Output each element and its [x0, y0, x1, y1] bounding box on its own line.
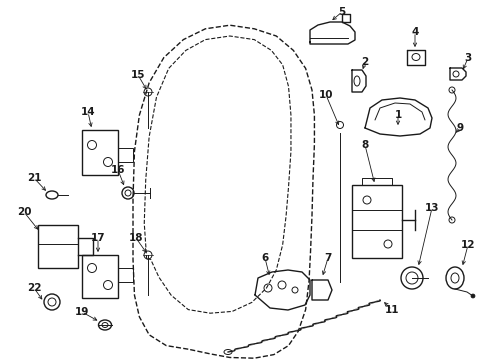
Text: 9: 9	[455, 123, 463, 133]
Text: 6: 6	[261, 253, 268, 263]
Ellipse shape	[143, 88, 152, 96]
Ellipse shape	[143, 251, 152, 259]
Bar	[351, 185, 401, 258]
Text: 13: 13	[424, 203, 438, 213]
Text: 14: 14	[81, 107, 95, 117]
Text: 20: 20	[17, 207, 31, 217]
Bar	[118, 268, 133, 282]
Ellipse shape	[470, 294, 474, 298]
Text: 10: 10	[318, 90, 332, 100]
Bar	[82, 130, 118, 175]
Text: 2: 2	[361, 57, 368, 67]
Bar	[82, 255, 118, 298]
Text: 19: 19	[75, 307, 89, 317]
Text: 18: 18	[128, 233, 143, 243]
Text: 22: 22	[27, 283, 41, 293]
Text: 5: 5	[338, 7, 345, 17]
Text: 16: 16	[110, 165, 125, 175]
Text: 12: 12	[460, 240, 474, 250]
Text: 15: 15	[130, 70, 145, 80]
Bar	[38, 225, 78, 268]
Text: 11: 11	[384, 305, 398, 315]
Text: 1: 1	[393, 110, 401, 120]
Bar	[118, 148, 133, 162]
Text: 7: 7	[324, 253, 331, 263]
Ellipse shape	[448, 87, 454, 93]
Text: 4: 4	[410, 27, 418, 37]
Text: 8: 8	[361, 140, 368, 150]
Ellipse shape	[448, 217, 454, 223]
Ellipse shape	[44, 294, 60, 310]
Text: 21: 21	[27, 173, 41, 183]
Text: 3: 3	[464, 53, 470, 63]
Text: 17: 17	[90, 233, 105, 243]
